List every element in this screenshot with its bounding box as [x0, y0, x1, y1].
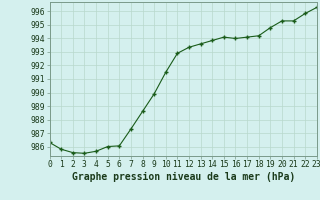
X-axis label: Graphe pression niveau de la mer (hPa): Graphe pression niveau de la mer (hPa) [72, 172, 295, 182]
